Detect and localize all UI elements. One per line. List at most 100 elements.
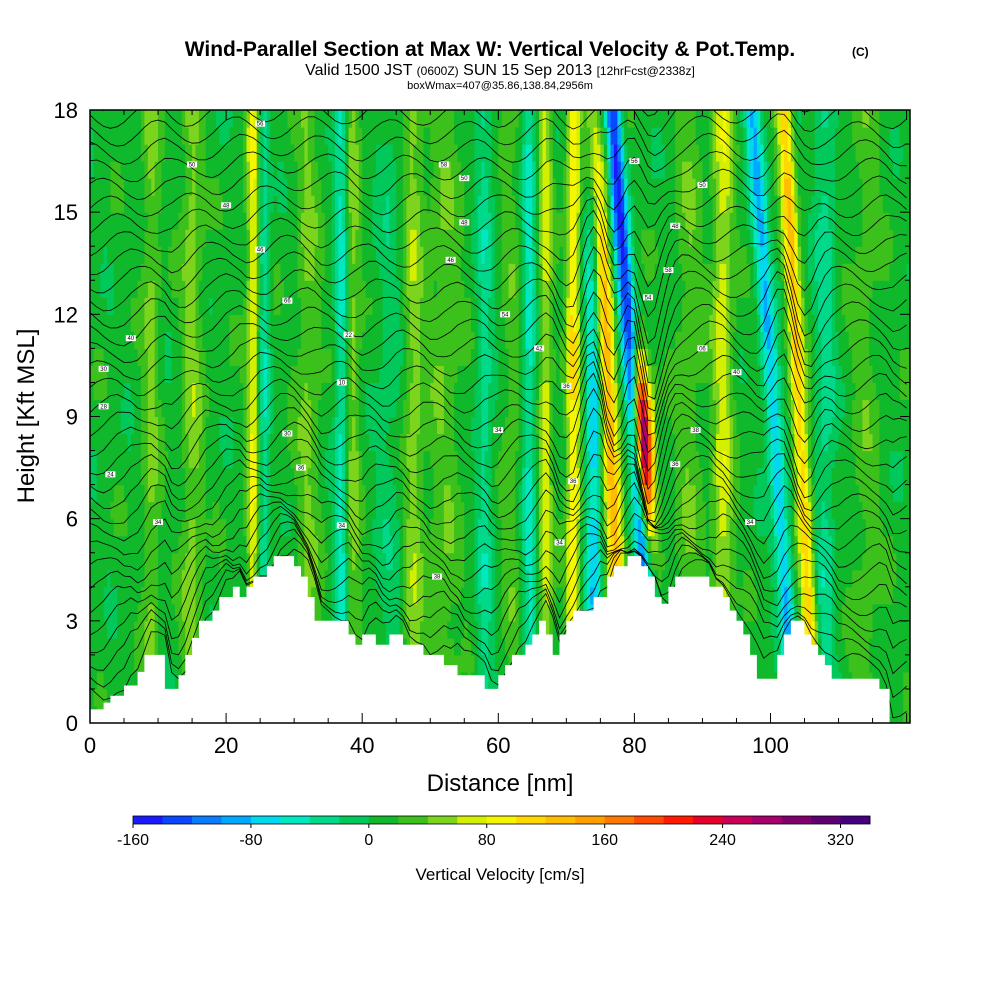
w-cell: [362, 246, 367, 264]
w-cell: [420, 450, 425, 469]
w-cell: [467, 433, 472, 452]
w-cell: [522, 620, 527, 639]
w-cell: [158, 586, 163, 605]
w-cell: [508, 416, 513, 435]
w-cell: [113, 603, 118, 622]
w-cell: [399, 569, 404, 588]
w-cell: [525, 535, 530, 554]
w-cell: [430, 365, 435, 384]
w-cell: [307, 127, 312, 145]
w-cell: [236, 348, 241, 367]
w-cell: [382, 535, 387, 554]
w-cell: [171, 178, 176, 196]
w-cell: [389, 518, 394, 537]
w-cell: [297, 433, 302, 452]
w-cell: [96, 501, 101, 520]
w-cell: [539, 416, 544, 435]
w-cell: [396, 229, 401, 247]
w-cell: [141, 450, 146, 469]
w-cell: [494, 110, 499, 128]
w-cell: [300, 110, 305, 128]
w-cell: [511, 569, 516, 588]
w-cell: [232, 450, 237, 469]
w-cell: [192, 314, 197, 332]
w-cell: [263, 161, 268, 179]
w-cell: [239, 467, 244, 486]
w-cell: [491, 535, 496, 554]
w-cell: [382, 518, 387, 537]
w-cell: [528, 297, 533, 315]
w-cell: [209, 297, 214, 315]
w-cell: [549, 314, 554, 332]
w-cell: [467, 348, 472, 367]
w-cell: [222, 348, 227, 367]
w-cell: [454, 484, 459, 503]
w-cell: [379, 297, 384, 315]
w-cell: [467, 110, 472, 128]
w-cell: [311, 416, 316, 435]
w-cell: [158, 484, 163, 503]
w-cell: [283, 467, 288, 486]
w-cell: [413, 484, 418, 503]
w-cell: [205, 535, 210, 554]
w-cell: [90, 348, 95, 367]
w-cell: [100, 552, 105, 571]
w-cell: [324, 501, 329, 520]
w-cell: [406, 620, 411, 639]
w-cell: [334, 382, 339, 401]
w-cell: [542, 297, 547, 315]
w-cell: [185, 229, 190, 247]
w-cell: [484, 178, 489, 196]
w-cell: [280, 161, 285, 179]
w-cell: [420, 110, 425, 128]
w-cell: [467, 382, 472, 401]
w-cell: [528, 535, 533, 554]
w-cell: [341, 161, 346, 179]
w-cell: [389, 127, 394, 145]
w-cell: [127, 654, 132, 673]
w-cell: [351, 229, 356, 247]
w-cell: [532, 127, 537, 145]
w-cell: [386, 314, 391, 332]
w-cell: [226, 127, 231, 145]
w-cell: [290, 178, 295, 196]
w-cell: [154, 246, 159, 264]
w-cell: [113, 569, 118, 588]
w-cell: [317, 229, 322, 247]
w-cell: [477, 433, 482, 452]
w-cell: [304, 212, 309, 230]
w-cell: [130, 382, 135, 401]
w-cell: [351, 518, 356, 537]
w-cell: [420, 212, 425, 230]
w-cell: [464, 348, 469, 367]
w-cell: [110, 433, 115, 452]
w-cell: [117, 127, 122, 145]
w-cell: [341, 586, 346, 605]
w-cell: [253, 416, 258, 435]
w-cell: [447, 229, 452, 247]
w-cell: [433, 280, 438, 298]
w-cell: [273, 450, 278, 469]
w-cell: [127, 127, 132, 145]
w-cell: [331, 399, 336, 418]
w-cell: [355, 331, 360, 349]
w-cell: [501, 484, 506, 503]
w-cell: [124, 212, 129, 230]
w-cell: [491, 518, 496, 537]
w-cell: [120, 229, 125, 247]
w-cell: [331, 263, 336, 281]
w-cell: [280, 382, 285, 401]
w-cell: [100, 110, 105, 128]
w-cell: [127, 603, 132, 622]
w-cell: [525, 399, 530, 418]
w-cell: [287, 212, 292, 230]
w-cell: [144, 399, 149, 418]
w-cell: [345, 518, 350, 537]
w-cell: [447, 620, 452, 639]
w-cell: [93, 263, 98, 281]
w-cell: [545, 450, 550, 469]
w-cell: [311, 586, 316, 605]
w-cell: [511, 552, 516, 571]
w-cell: [437, 297, 442, 315]
w-cell: [348, 569, 353, 588]
